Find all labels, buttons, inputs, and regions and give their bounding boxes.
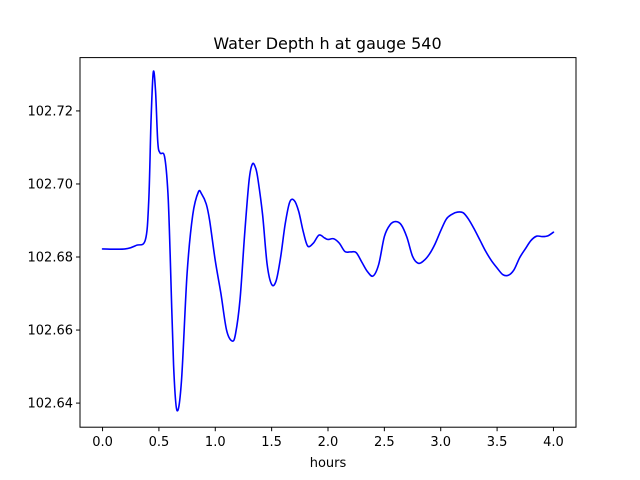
x-tick-label: 2.0 — [318, 435, 339, 450]
x-tick-label: 3.0 — [430, 435, 451, 450]
x-tick-label: 1.5 — [261, 435, 282, 450]
y-axis-ticks: 102.64 102.66 102.68 102.70 102.72 — [28, 104, 80, 412]
y-tick-label: 102.72 — [28, 104, 74, 119]
y-tick-label: 102.68 — [28, 251, 74, 266]
y-tick-label: 102.70 — [28, 177, 74, 192]
y-tick-label: 102.64 — [28, 397, 74, 412]
x-tick-label: 4.0 — [543, 435, 564, 450]
x-axis-ticks: 0.0 0.5 1.0 1.5 2.0 2.5 3.0 3.5 4.0 — [92, 427, 564, 450]
x-tick-label: 0.5 — [149, 435, 170, 450]
x-tick-label: 3.5 — [487, 435, 508, 450]
series-layer — [101, 70, 555, 412]
x-axis-label: hours — [310, 456, 347, 471]
series-line-0 — [101, 70, 555, 412]
plot-frame — [79, 57, 577, 428]
y-tick-label: 102.66 — [28, 324, 74, 339]
x-tick-label: 0.0 — [92, 435, 113, 450]
chart-title: Water Depth h at gauge 540 — [213, 34, 441, 53]
x-tick-label: 1.0 — [205, 435, 226, 450]
x-tick-label: 2.5 — [374, 435, 395, 450]
